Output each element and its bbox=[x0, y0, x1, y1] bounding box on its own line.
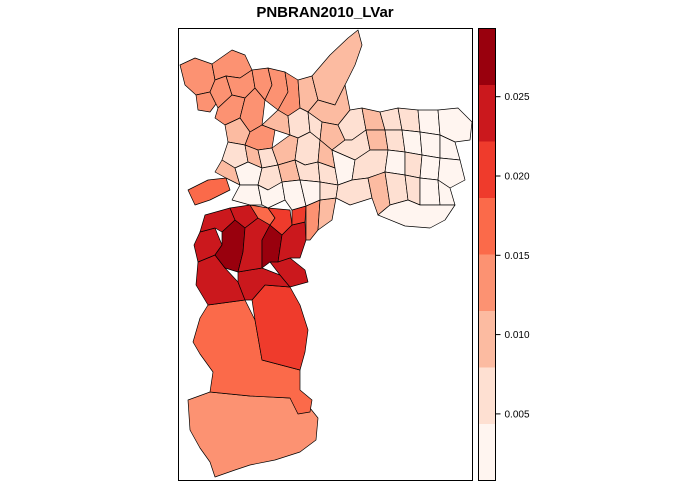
legend-ticks: 0.005 0.010 0.015 0.020 0.025 bbox=[495, 92, 530, 420]
district-east-17[interactable] bbox=[419, 154, 441, 181]
district-east-5[interactable] bbox=[417, 109, 441, 136]
district-central-21[interactable] bbox=[281, 179, 307, 211]
legend-swatch bbox=[478, 28, 496, 85]
district-east-25[interactable] bbox=[377, 199, 456, 229]
district-northwest-2[interactable] bbox=[195, 91, 217, 113]
legend-swatch bbox=[478, 367, 496, 424]
map-panel bbox=[178, 28, 473, 481]
district-polygons bbox=[179, 29, 473, 478]
legend-tick-label: 0.020 bbox=[505, 171, 530, 182]
district-east-16[interactable] bbox=[404, 151, 423, 179]
map-title: PNBRAN2010_LVar bbox=[256, 4, 394, 21]
legend-swatch bbox=[478, 141, 496, 198]
district-north-peak[interactable] bbox=[311, 29, 363, 106]
legend-swatch bbox=[478, 85, 496, 142]
district-east-10[interactable] bbox=[401, 129, 423, 156]
district-northwest-1[interactable] bbox=[179, 57, 216, 96]
district-east-11[interactable] bbox=[419, 131, 441, 159]
legend-swatch bbox=[478, 311, 496, 368]
district-east-18[interactable] bbox=[437, 157, 466, 189]
district-center-east-1[interactable] bbox=[305, 199, 321, 241]
legend-tick-label: 0.005 bbox=[505, 409, 530, 420]
legend-swatch bbox=[478, 424, 496, 481]
district-east-15[interactable] bbox=[384, 149, 406, 176]
district-southwest-2[interactable] bbox=[237, 267, 291, 301]
district-center-east-2[interactable] bbox=[317, 197, 337, 231]
color-legend: 0.005 0.010 0.015 0.020 0.025 bbox=[478, 28, 530, 481]
legend-tick-label: 0.025 bbox=[505, 92, 530, 103]
legend-tick-label: 0.015 bbox=[505, 251, 530, 262]
district-central-23[interactable] bbox=[319, 181, 339, 201]
legend-swatch bbox=[478, 198, 496, 255]
district-central-13[interactable] bbox=[214, 159, 241, 186]
legend-frame bbox=[478, 28, 496, 481]
district-east-9[interactable] bbox=[384, 129, 406, 153]
legend-tick-label: 0.010 bbox=[505, 330, 530, 341]
legend-swatches bbox=[478, 28, 496, 481]
district-central-19[interactable] bbox=[231, 184, 263, 206]
district-west-appendix[interactable] bbox=[187, 177, 231, 206]
district-east-8[interactable] bbox=[365, 129, 389, 151]
legend-swatch bbox=[478, 254, 496, 311]
district-east-23[interactable] bbox=[419, 177, 441, 206]
